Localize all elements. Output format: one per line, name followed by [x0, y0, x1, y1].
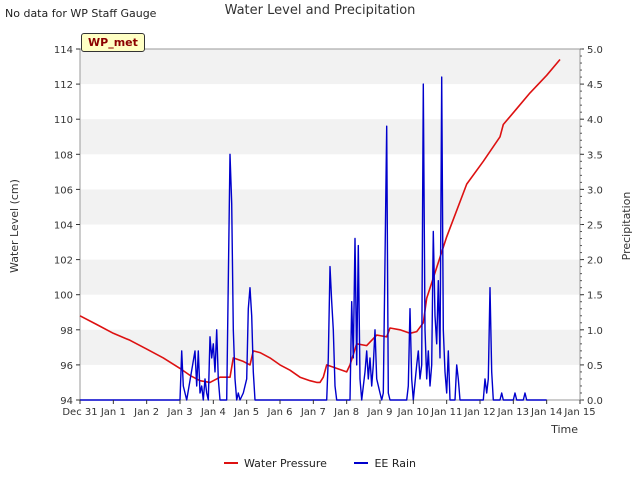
y-tick-label: 104 — [54, 221, 73, 232]
y2-tick-label: 3.0 — [587, 185, 603, 196]
x-tick-label: Jan 3 — [167, 407, 193, 418]
series-line-ee-rain — [80, 76, 547, 401]
x-tick-label: Jan 14 — [530, 407, 562, 418]
y-tick-label: 98 — [60, 326, 73, 337]
x-tick-label: Jan 5 — [233, 407, 259, 418]
x-tick-label: Jan 15 — [563, 407, 595, 418]
y-tick-label: 112 — [54, 80, 73, 91]
y-tick-label: 110 — [54, 115, 73, 126]
x-tick-label: Dec 31 — [62, 407, 97, 418]
legend-label-ee-rain: EE Rain — [374, 456, 417, 470]
grid-band — [80, 119, 580, 155]
y2-tick-label: 2.5 — [587, 221, 603, 232]
grid-band — [80, 189, 580, 225]
x-tick-label: Jan 6 — [267, 407, 293, 418]
y2-tick-label: 0.5 — [587, 361, 603, 372]
y2-tick-label: 4.5 — [587, 80, 603, 91]
y2-tick-label: 4.0 — [587, 115, 603, 126]
y2-tick-label: 1.0 — [587, 326, 603, 337]
x-tick-label: Jan 12 — [463, 407, 495, 418]
y-tick-label: 114 — [54, 45, 73, 56]
y2-tick-label: 3.5 — [587, 150, 603, 161]
y-axis-ticks: 94 96 98 100 102 104 106 108 110 112 114 — [54, 45, 80, 407]
grid-bands — [80, 49, 580, 365]
station-badge: WP_met — [81, 33, 145, 52]
y-tick-label: 94 — [60, 396, 73, 407]
grid-band — [80, 329, 580, 365]
y-tick-label: 100 — [54, 291, 73, 302]
grid-band — [80, 49, 580, 85]
y2-tick-label: 1.5 — [587, 291, 603, 302]
legend-item-water-pressure: Water Pressure — [223, 456, 327, 470]
y2-axis-label: Precipitation — [620, 192, 633, 261]
x-tick-label: Jan 2 — [133, 407, 159, 418]
x-tick-label: Jan 11 — [430, 407, 462, 418]
legend: Water Pressure EE Rain — [0, 454, 640, 470]
y-axis-label: Water Level (cm) — [8, 179, 21, 273]
y-tick-label: 106 — [54, 185, 73, 196]
legend-swatch-ee-rain — [354, 462, 369, 464]
x-axis-label: Time — [550, 423, 578, 436]
y-tick-label: 102 — [54, 256, 73, 267]
x-tick-label: Jan 1 — [100, 407, 126, 418]
y2-tick-label: 2.0 — [587, 256, 603, 267]
y2-tick-label: 0.0 — [587, 396, 603, 407]
x-tick-label: Jan 9 — [367, 407, 393, 418]
x-tick-label: Jan 13 — [497, 407, 529, 418]
chart-title: Water Level and Precipitation — [224, 3, 416, 18]
legend-label-water-pressure: Water Pressure — [243, 456, 327, 470]
x-tick-label: Jan 7 — [300, 407, 326, 418]
y2-axis-ticks: 0.0 0.5 1.0 1.5 2.0 2.5 3.0 3.5 4.0 4.5 5.0 — [580, 45, 603, 407]
x-tick-label: Jan 8 — [333, 407, 359, 418]
y-tick-label: 96 — [60, 361, 73, 372]
y2-tick-label: 5.0 — [587, 45, 603, 56]
series-line-water-pressure — [79, 58, 561, 384]
legend-swatch-water-pressure — [223, 462, 238, 464]
legend-item-ee-rain: EE Rain — [354, 457, 416, 470]
x-tick-label: Jan 4 — [200, 407, 226, 418]
no-data-note: No data for WP Staff Gauge — [5, 7, 157, 20]
x-tick-label: Jan 10 — [397, 407, 429, 418]
series-group — [79, 58, 561, 401]
x-axis-ticks: Dec 31 Jan 1 Jan 2 Jan 3 Jan 4 Jan 5 Jan 6 Jan … — [62, 400, 596, 418]
y-tick-label: 108 — [54, 150, 73, 161]
